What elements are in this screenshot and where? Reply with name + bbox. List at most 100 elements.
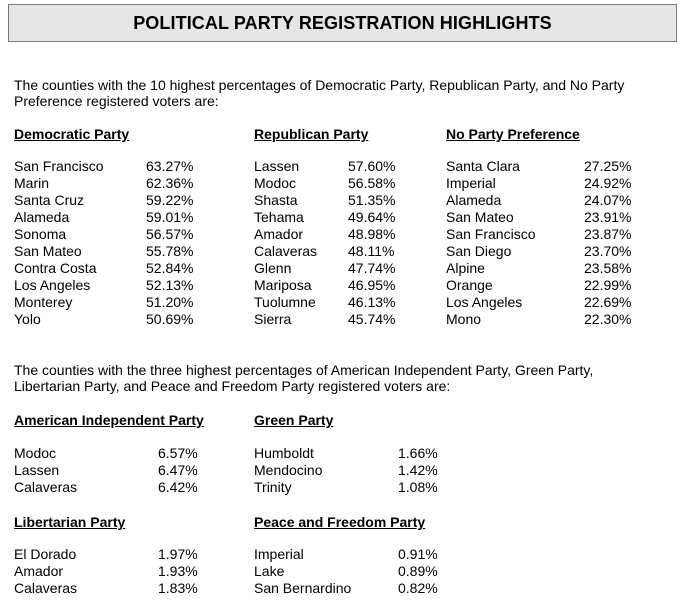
- county-name: Mono: [446, 311, 482, 327]
- county-name: Glenn: [254, 260, 292, 276]
- county-name: San Bernardino: [254, 580, 352, 596]
- county-percentage: 1.83%: [158, 580, 198, 596]
- county-percentage: 46.13%: [348, 294, 396, 310]
- county-row: Los Angeles 52.13%: [14, 277, 202, 294]
- county-percentage: 0.91%: [398, 546, 438, 562]
- county-name: San Mateo: [446, 209, 514, 225]
- county-percentage: 47.74%: [348, 260, 396, 276]
- county-percentage: 52.84%: [146, 260, 194, 276]
- county-name: Monterey: [14, 294, 73, 310]
- county-row: Modoc 6.57%: [14, 445, 200, 462]
- county-percentage: 23.91%: [584, 209, 632, 225]
- county-name: Los Angeles: [14, 277, 91, 293]
- county-percentage: 62.36%: [146, 175, 194, 191]
- county-row: Calaveras 1.83%: [14, 580, 200, 597]
- county-name: Orange: [446, 277, 493, 293]
- county-row: Calaveras 6.42%: [14, 479, 200, 496]
- county-name: Alameda: [446, 192, 502, 208]
- county-name: Humboldt: [254, 445, 314, 461]
- county-percentage: 48.98%: [348, 226, 396, 242]
- county-row: Mono 22.30%: [446, 311, 634, 328]
- county-name: Shasta: [254, 192, 298, 208]
- county-percentage: 59.01%: [146, 209, 194, 225]
- county-percentage: 1.08%: [398, 479, 438, 495]
- county-percentage: 1.97%: [158, 546, 198, 562]
- county-row: Shasta 51.35%: [254, 192, 400, 209]
- county-name: Contra Costa: [14, 260, 97, 276]
- county-percentage: 52.13%: [146, 277, 194, 293]
- county-row: Marin 62.36%: [14, 175, 202, 192]
- county-name: Yolo: [14, 311, 41, 327]
- county-name: San Diego: [446, 243, 512, 259]
- county-percentage: 51.35%: [348, 192, 396, 208]
- county-percentage: 59.22%: [146, 192, 194, 208]
- county-percentage: 56.58%: [348, 175, 396, 191]
- county-name: Lake: [254, 563, 285, 579]
- county-percentage: 57.60%: [348, 158, 396, 174]
- county-name: Alpine: [446, 260, 485, 276]
- no-party-preference-list: Santa Clara 27.25% Imperial 24.92% Alameda 24…: [446, 158, 634, 328]
- title-banner: POLITICAL PARTY REGISTRATION HIGHLIGHTS: [8, 4, 677, 42]
- american-independent-party-heading: American Independent Party: [14, 412, 204, 428]
- county-name: Mariposa: [254, 277, 312, 293]
- american-independent-party-list: Modoc 6.57% Lassen 6.47% Calaveras 6.42%: [14, 445, 200, 496]
- county-row: Lassen 57.60%: [254, 158, 400, 175]
- county-percentage: 51.20%: [146, 294, 194, 310]
- county-name: Calaveras: [14, 580, 78, 596]
- county-name: Imperial: [254, 546, 304, 562]
- county-percentage: 6.47%: [158, 462, 198, 478]
- county-row: Yolo 50.69%: [14, 311, 202, 328]
- county-row: Amador 48.98%: [254, 226, 400, 243]
- county-row: Alameda 24.07%: [446, 192, 634, 209]
- libertarian-party-heading: Libertarian Party: [14, 514, 126, 530]
- county-row: Mendocino 1.42%: [254, 462, 440, 479]
- page-title: POLITICAL PARTY REGISTRATION HIGHLIGHTS: [133, 12, 552, 33]
- county-row: San Francisco 23.87%: [446, 226, 634, 243]
- county-percentage: 22.69%: [584, 294, 632, 310]
- county-name: Sonoma: [14, 226, 67, 242]
- green-party-list: Humboldt 1.66% Mendocino 1.42% Trinity 1.08%: [254, 445, 440, 496]
- county-percentage: 1.66%: [398, 445, 438, 461]
- county-name: Santa Clara: [446, 158, 520, 174]
- peace-and-freedom-party-list: Imperial 0.91% Lake 0.89% San Bernardino 0.82…: [254, 546, 440, 597]
- county-row: Lassen 6.47%: [14, 462, 200, 479]
- county-row: San Francisco 63.27%: [14, 158, 202, 175]
- county-name: Amador: [14, 563, 64, 579]
- county-percentage: 23.70%: [584, 243, 632, 259]
- green-party-heading: Green Party: [254, 412, 334, 428]
- county-row: San Mateo 23.91%: [446, 209, 634, 226]
- intro-top-paragraph: The counties with the 10 highest percent…: [14, 77, 664, 109]
- county-percentage: 24.92%: [584, 175, 632, 191]
- county-name: San Francisco: [446, 226, 536, 242]
- county-name: San Mateo: [14, 243, 82, 259]
- peace-and-freedom-party-heading: Peace and Freedom Party: [254, 514, 426, 530]
- county-percentage: 45.74%: [348, 311, 396, 327]
- no-party-preference-heading: No Party Preference: [446, 126, 580, 142]
- intro-small-line: Libertarian Party, and Peace and Freedom…: [14, 378, 451, 394]
- county-name: Modoc: [254, 175, 297, 191]
- county-percentage: 1.93%: [158, 563, 198, 579]
- county-name: San Francisco: [14, 158, 104, 174]
- libertarian-party-list: El Dorado 1.97% Amador 1.93% Calaveras 1.83%: [14, 546, 200, 597]
- county-percentage: 24.07%: [584, 192, 632, 208]
- county-name: Modoc: [14, 445, 57, 461]
- county-name: Tuolumne: [254, 294, 316, 310]
- county-percentage: 27.25%: [584, 158, 632, 174]
- county-row: Alameda 59.01%: [14, 209, 202, 226]
- county-row: Modoc 56.58%: [254, 175, 400, 192]
- county-row: San Diego 23.70%: [446, 243, 634, 260]
- county-percentage: 0.89%: [398, 563, 438, 579]
- county-row: Orange 22.99%: [446, 277, 634, 294]
- intro-small-line: The counties with the three highest perc…: [14, 362, 594, 378]
- county-percentage: 46.95%: [348, 277, 396, 293]
- intro-top-line: Preference registered voters are:: [14, 93, 219, 109]
- county-row: Santa Clara 27.25%: [446, 158, 634, 175]
- county-percentage: 56.57%: [146, 226, 194, 242]
- county-row: Sonoma 56.57%: [14, 226, 202, 243]
- county-name: Alameda: [14, 209, 70, 225]
- county-percentage: 23.58%: [584, 260, 632, 276]
- county-percentage: 50.69%: [146, 311, 194, 327]
- county-row: Amador 1.93%: [14, 563, 200, 580]
- county-percentage: 0.82%: [398, 580, 438, 596]
- county-name: Tehama: [254, 209, 304, 225]
